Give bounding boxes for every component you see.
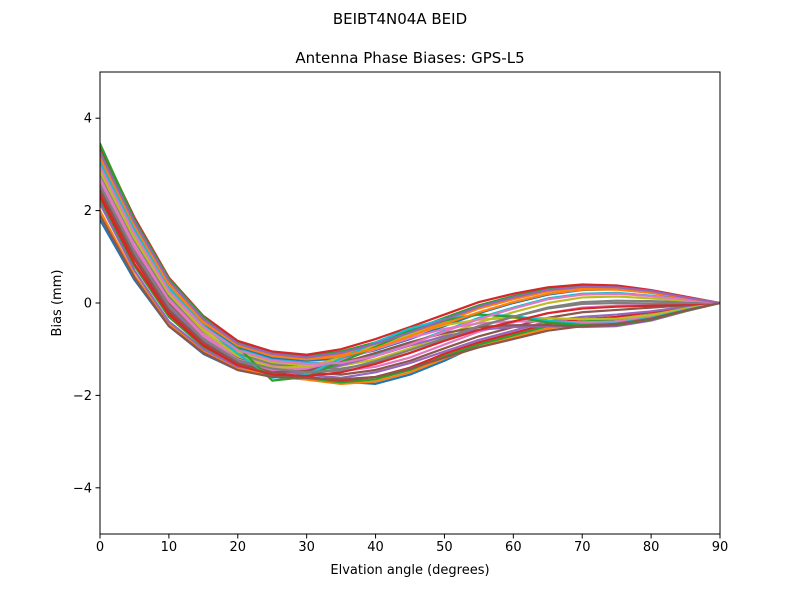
series-line-26 <box>100 214 720 381</box>
series-layer <box>100 142 720 385</box>
series-line-17 <box>100 179 720 372</box>
x-tick-label: 90 <box>712 540 729 555</box>
axes-layer: 0 10 20 30 40 50 60 70 80 90 −4 −2 0 2 4 <box>73 71 729 555</box>
x-tick-label: 10 <box>161 540 178 555</box>
x-tick-label: 60 <box>505 540 522 555</box>
x-tick-label: 50 <box>436 540 453 555</box>
chart-title: Antenna Phase Biases: GPS-L5 <box>295 49 524 67</box>
x-tick-label: 80 <box>643 540 660 555</box>
y-tick-label: −2 <box>73 389 92 404</box>
chart-suptitle: BEIBT4N04A BEID <box>333 10 467 28</box>
y-axis-label: Bias (mm) <box>50 270 65 337</box>
x-tick-label: 20 <box>230 540 247 555</box>
x-tick-label: 70 <box>574 540 591 555</box>
x-tick-label: 30 <box>298 540 315 555</box>
x-axis-label: Elvation angle (degrees) <box>330 563 489 578</box>
series-line-9 <box>100 167 720 367</box>
series-line-24 <box>100 156 720 361</box>
y-tick-label: 4 <box>84 112 92 127</box>
series-line-25 <box>100 151 720 359</box>
y-tick-label: −4 <box>73 481 92 496</box>
series-line-3 <box>100 200 720 384</box>
series-line-21 <box>100 195 720 378</box>
x-tick-label: 40 <box>367 540 384 555</box>
series-line-23 <box>100 165 720 366</box>
y-tick-label: 0 <box>84 297 92 312</box>
y-tick-label: 2 <box>84 204 92 219</box>
x-tick-label: 0 <box>96 540 104 555</box>
series-line-22 <box>100 184 720 374</box>
series-line-18 <box>100 170 720 369</box>
